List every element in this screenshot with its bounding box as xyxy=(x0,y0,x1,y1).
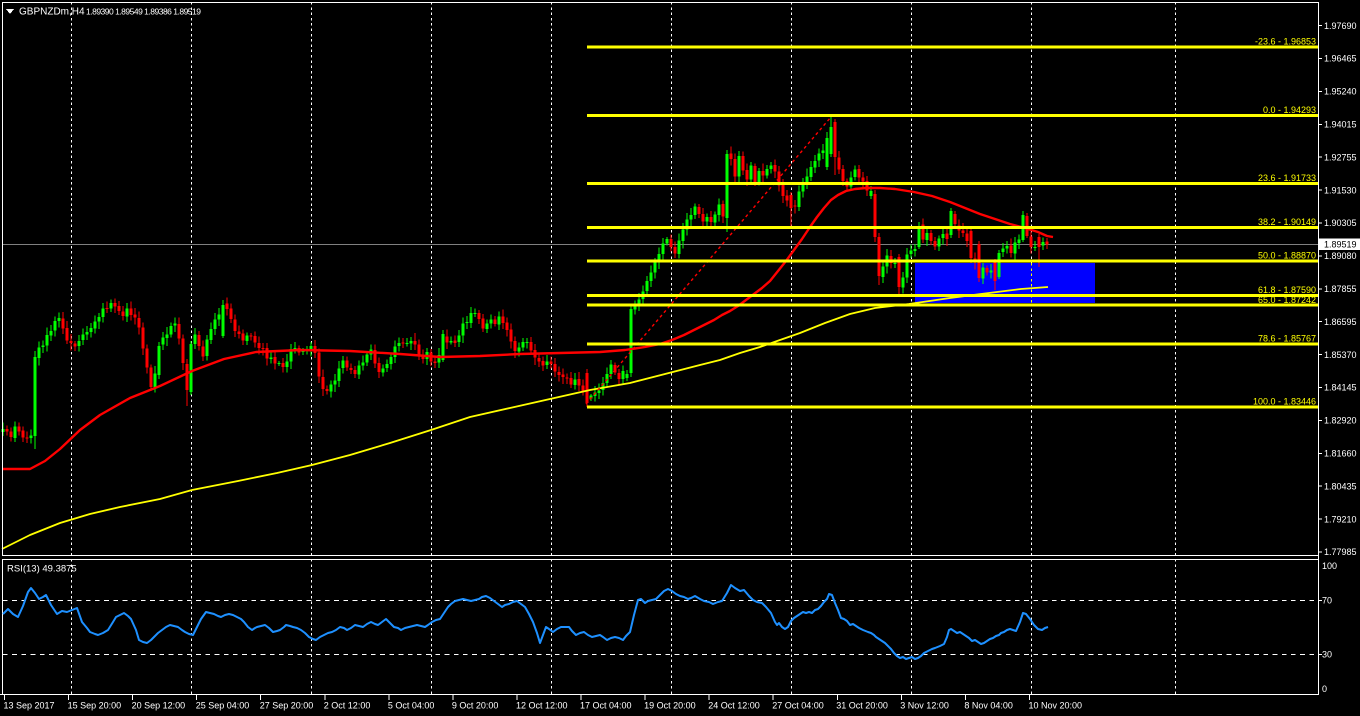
svg-text:1.94015: 1.94015 xyxy=(1324,120,1357,130)
svg-text:3 Nov 12:00: 3 Nov 12:00 xyxy=(900,701,949,711)
svg-text:65.0 - 1.87242: 65.0 - 1.87242 xyxy=(1258,295,1316,305)
svg-text:0.0 - 1.94293: 0.0 - 1.94293 xyxy=(1263,105,1316,115)
svg-text:1.89519: 1.89519 xyxy=(1324,240,1357,250)
svg-text:17 Oct 04:00: 17 Oct 04:00 xyxy=(580,701,632,711)
svg-text:GBPNZDm,H4: GBPNZDm,H4 xyxy=(19,7,85,18)
svg-text:1.81660: 1.81660 xyxy=(1324,449,1357,459)
svg-text:1.87855: 1.87855 xyxy=(1324,284,1357,294)
svg-text:19 Oct 20:00: 19 Oct 20:00 xyxy=(644,701,696,711)
svg-text:50.0 - 1.88870: 50.0 - 1.88870 xyxy=(1258,251,1316,261)
svg-text:1.97690: 1.97690 xyxy=(1324,21,1357,31)
svg-text:1.95240: 1.95240 xyxy=(1324,87,1357,97)
svg-text:78.6 - 1.85767: 78.6 - 1.85767 xyxy=(1258,334,1316,344)
svg-text:24 Oct 12:00: 24 Oct 12:00 xyxy=(708,701,760,711)
svg-text:31 Oct 20:00: 31 Oct 20:00 xyxy=(836,701,888,711)
svg-text:1.79210: 1.79210 xyxy=(1324,514,1357,524)
svg-text:1.80435: 1.80435 xyxy=(1324,481,1357,491)
svg-text:27 Sep 20:00: 27 Sep 20:00 xyxy=(260,701,314,711)
svg-text:13 Sep 2017: 13 Sep 2017 xyxy=(4,701,55,711)
svg-text:23.6 - 1.91733: 23.6 - 1.91733 xyxy=(1258,173,1316,183)
svg-text:1.77985: 1.77985 xyxy=(1324,547,1357,557)
svg-text:27 Oct 04:00: 27 Oct 04:00 xyxy=(772,701,824,711)
svg-text:70: 70 xyxy=(1322,596,1332,606)
svg-text:12 Oct 12:00: 12 Oct 12:00 xyxy=(516,701,568,711)
svg-text:100: 100 xyxy=(1322,561,1337,571)
svg-text:1.89080: 1.89080 xyxy=(1324,251,1357,261)
svg-text:9 Oct 20:00: 9 Oct 20:00 xyxy=(452,701,499,711)
svg-text:1.82920: 1.82920 xyxy=(1324,416,1357,426)
svg-text:25 Sep 04:00: 25 Sep 04:00 xyxy=(196,701,250,711)
svg-text:15 Sep 20:00: 15 Sep 20:00 xyxy=(68,701,122,711)
svg-text:30: 30 xyxy=(1322,650,1332,660)
svg-text:38.2 - 1.90149: 38.2 - 1.90149 xyxy=(1258,217,1316,227)
svg-text:61.8 - 1.87590: 61.8 - 1.87590 xyxy=(1258,285,1316,295)
svg-text:20 Sep 12:00: 20 Sep 12:00 xyxy=(132,701,186,711)
svg-text:0: 0 xyxy=(1322,684,1327,694)
svg-text:1.91530: 1.91530 xyxy=(1324,185,1357,195)
svg-text:100.0 - 1.83446: 100.0 - 1.83446 xyxy=(1253,397,1316,407)
svg-text:1.84145: 1.84145 xyxy=(1324,383,1357,393)
svg-text:1.96465: 1.96465 xyxy=(1324,54,1357,64)
svg-text:1.86595: 1.86595 xyxy=(1324,317,1357,327)
svg-text:5 Oct 04:00: 5 Oct 04:00 xyxy=(388,701,435,711)
svg-text:1.89390 1.89549 1.89386 1.8951: 1.89390 1.89549 1.89386 1.89519 xyxy=(86,7,201,17)
svg-text:1.85370: 1.85370 xyxy=(1324,350,1357,360)
svg-text:1.90305: 1.90305 xyxy=(1324,218,1357,228)
svg-text:RSI(13) 49.3875: RSI(13) 49.3875 xyxy=(7,564,77,575)
svg-text:10 Nov 20:00: 10 Nov 20:00 xyxy=(1029,701,1083,711)
svg-text:1.92755: 1.92755 xyxy=(1324,152,1357,162)
svg-text:8 Nov 04:00: 8 Nov 04:00 xyxy=(964,701,1013,711)
svg-text:2 Oct 12:00: 2 Oct 12:00 xyxy=(324,701,371,711)
svg-text:-23.6 - 1.96853: -23.6 - 1.96853 xyxy=(1255,37,1316,47)
